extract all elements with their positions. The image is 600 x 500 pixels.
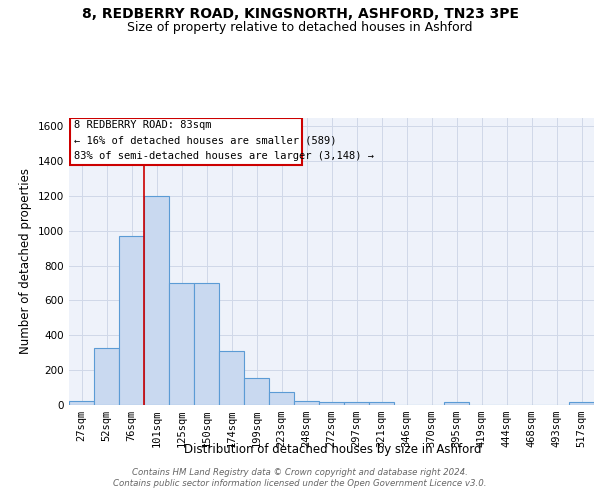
Bar (144, 196, 169, 405)
Bar (269, 392, 294, 405)
Text: Size of property relative to detached houses in Ashford: Size of property relative to detached ho… (127, 21, 473, 34)
Bar (244, 378, 269, 405)
Bar (219, 351, 244, 405)
FancyBboxPatch shape (70, 118, 302, 166)
Bar (569, 402, 594, 405)
Text: Contains HM Land Registry data © Crown copyright and database right 2024.
Contai: Contains HM Land Registry data © Crown c… (113, 468, 487, 487)
Bar (69, 400, 94, 405)
Text: 8 REDBERRY ROAD: 83sqm: 8 REDBERRY ROAD: 83sqm (74, 120, 212, 130)
Bar (444, 402, 469, 405)
Bar (319, 402, 344, 405)
Text: ← 16% of detached houses are smaller (589): ← 16% of detached houses are smaller (58… (74, 136, 337, 145)
Bar (294, 400, 319, 405)
Bar (369, 402, 394, 405)
Text: 83% of semi-detached houses are larger (3,148) →: 83% of semi-detached houses are larger (… (74, 151, 374, 161)
Bar (344, 402, 369, 405)
Text: 8, REDBERRY ROAD, KINGSNORTH, ASHFORD, TN23 3PE: 8, REDBERRY ROAD, KINGSNORTH, ASHFORD, T… (82, 8, 518, 22)
Bar (119, 236, 144, 405)
Bar (194, 283, 219, 405)
Bar (94, 348, 119, 405)
Bar (169, 283, 194, 405)
Text: Distribution of detached houses by size in Ashford: Distribution of detached houses by size … (184, 442, 482, 456)
Y-axis label: Number of detached properties: Number of detached properties (19, 168, 32, 354)
